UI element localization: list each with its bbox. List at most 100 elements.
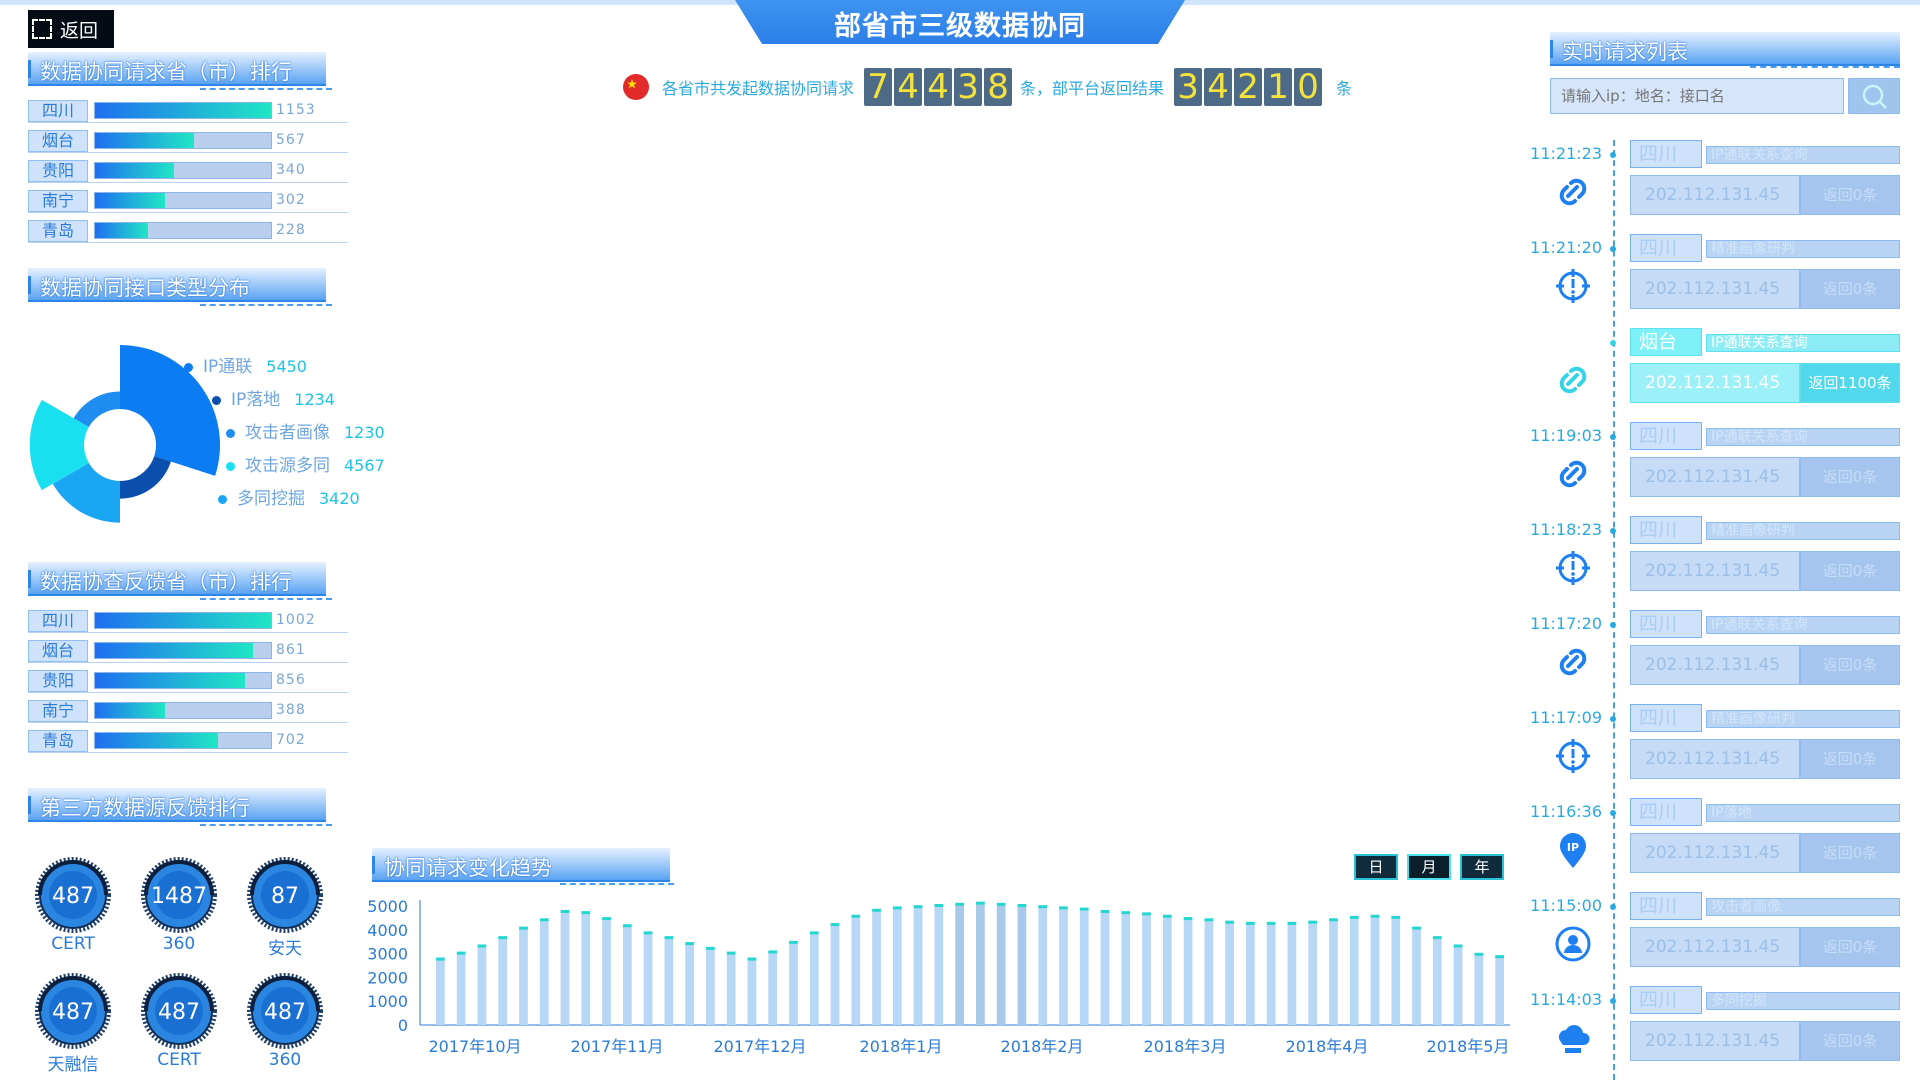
request-region-tag: 四川 [1630,798,1702,826]
trend-bar-cap [830,923,840,927]
rank-underline [28,182,348,183]
trend-bar-cap [1412,926,1421,930]
trend-bar [747,959,757,1025]
trend-bar [1038,907,1048,1025]
pie-slice [120,456,171,499]
tab-year[interactable]: 年 [1460,854,1504,880]
rank-row: 青岛 228 [28,220,348,243]
y-tick-label: 5000 [367,897,408,916]
trend-bar [1391,917,1401,1025]
legend-item: IP落地 1234 [212,385,335,410]
pie-slice [120,345,220,476]
trend-bar-cap [685,942,694,946]
y-tick-label: 2000 [367,968,408,987]
timeline-dot [1610,810,1616,816]
gauge-value: 487 [52,1000,94,1025]
request-result: 返回0条 [1800,457,1900,497]
trend-divider [560,883,674,885]
request-region-tag: 四川 [1630,704,1702,732]
link-icon [1553,360,1593,400]
request-card[interactable]: 烟台 IP通联关系查询 202.112.131.45 返回1100条 [1630,328,1900,404]
request-card[interactable]: 四川 IP通联关系查询 202.112.131.45 返回0条 [1630,610,1900,686]
trend-bar [1370,916,1380,1025]
trend-bar [768,952,778,1025]
gauge-label: 360 [268,1050,302,1070]
trend-bar-cap [477,944,487,948]
request-card[interactable]: 四川 IP通联关系查询 202.112.131.45 返回0条 [1630,140,1900,216]
timeline-dot [1610,904,1616,910]
rank-underline [28,212,348,213]
request-card[interactable]: 四川 IP落地 202.112.131.45 返回0条 [1630,798,1900,874]
x-tick-label: 2017年10月 [428,1037,521,1056]
search-input[interactable] [1550,78,1844,114]
trend-bar-cap [851,914,861,918]
trend-bar-cap [1100,909,1110,913]
rank-bar-fill [95,193,166,208]
trend-bar-cap [560,909,570,913]
request-ip: 202.112.131.45 [1630,739,1800,779]
gauge-value: 487 [158,1000,200,1025]
tab-day[interactable]: 日 [1354,854,1398,880]
trend-bar [1453,946,1463,1025]
trend-bar-cap [892,906,902,910]
counter-digit: 3 [1174,68,1203,106]
rank-bar-track [94,702,272,719]
timeline-dot [1610,716,1616,722]
legend-value: 1234 [294,390,335,409]
trend-bar-cap [1329,918,1338,922]
trend-bar [581,913,591,1025]
target-icon [1553,736,1593,776]
trend-bar-cap [456,951,466,955]
trend-bar-cap [872,908,881,912]
trend-bar-cap [1183,917,1193,921]
rank-bar-fill [95,613,271,628]
rank-province: 南宁 [28,700,88,722]
trend-bar [1329,920,1338,1025]
feedback-rank-title: 数据协查反馈省（市）排行 [40,570,292,594]
legend-dot [226,461,235,471]
trend-bar [498,938,508,1025]
timeline-dot [1610,622,1616,628]
link-icon [1553,454,1593,494]
request-card[interactable]: 四川 IP通联关系查询 202.112.131.45 返回0条 [1630,422,1900,498]
legend-item: IP通联 5450 [184,352,307,377]
legend-label: 攻击源多同 [245,456,330,476]
trend-bar-cap [706,946,715,950]
trend-bar-cap [996,902,1006,906]
request-card[interactable]: 四川 精准画像研判 202.112.131.45 返回0条 [1630,704,1900,780]
realtime-title: 实时请求列表 [1562,40,1688,64]
search-button[interactable] [1848,78,1900,114]
trend-bar-cap [789,940,798,944]
gauge-label: CERT [157,1050,201,1070]
request-card[interactable]: 四川 多同挖掘 202.112.131.45 返回0条 [1630,986,1900,1062]
rank-province: 烟台 [28,640,88,662]
trend-bar [643,933,653,1025]
gauge-label: 安天 [268,939,302,959]
back-button[interactable]: 返回 [28,10,114,48]
request-time: 11:16:36 [1530,802,1602,821]
legend-value: 4567 [344,456,385,475]
request-result: 返回0条 [1800,833,1900,873]
target-icon [1553,548,1593,588]
trend-bar-cap [1121,911,1131,915]
request-interface-type: 精准画像研判 [1706,240,1900,258]
counter-digit: 2 [1234,68,1263,106]
gauge-ring: 1487 [141,857,217,933]
tab-month[interactable]: 月 [1407,854,1451,880]
counter-digit: 4 [1204,68,1233,106]
request-ip: 202.112.131.45 [1630,927,1800,967]
request-card[interactable]: 四川 攻击者画像 202.112.131.45 返回0条 [1630,892,1900,968]
rank-bar-track [94,102,272,119]
pie-hole [86,411,154,479]
trend-bar-cap [1474,952,1484,956]
request-card[interactable]: 四川 精准画像研判 202.112.131.45 返回0条 [1630,234,1900,310]
gauge-value: 487 [264,1000,306,1025]
request-card[interactable]: 四川 精准画像研判 202.112.131.45 返回0条 [1630,516,1900,592]
link-icon [1553,642,1593,682]
source-gauge: 487 CERT [134,966,224,1076]
trend-bar [1162,916,1172,1025]
request-ip: 202.112.131.45 [1630,1021,1800,1061]
trend-bar-cap [726,951,736,955]
interface-types-header: 数据协同接口类型分布 [28,268,326,302]
trend-bar-cap [436,957,445,961]
